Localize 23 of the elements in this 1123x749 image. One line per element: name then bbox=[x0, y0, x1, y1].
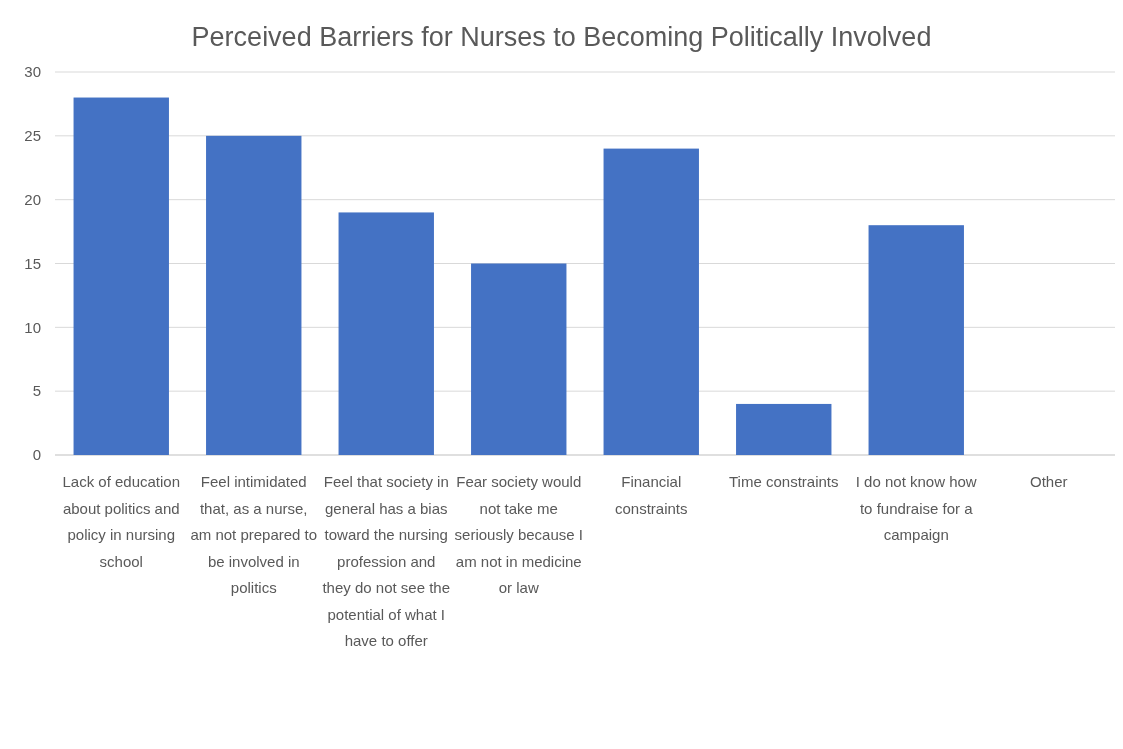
chart-title: Perceived Barriers for Nurses to Becoming Politically Involved bbox=[191, 22, 932, 52]
bar bbox=[73, 97, 169, 455]
bar bbox=[338, 212, 434, 455]
x-tick-label: I do not know how to fundraise for a campaign bbox=[855, 473, 977, 543]
x-tick-label: Time constraints bbox=[729, 473, 839, 490]
x-tick-label: Fear society would not take me seriously because I am not in medicine or law bbox=[454, 473, 583, 596]
y-tick-label: 30 bbox=[24, 63, 41, 81]
y-tick-label: 15 bbox=[24, 254, 41, 272]
x-tick-label: Lack of education about politics and policy in nursing school bbox=[62, 473, 181, 570]
y-tick-label: 10 bbox=[24, 318, 41, 336]
y-tick-label: 5 bbox=[32, 382, 41, 400]
y-tick-label: 20 bbox=[24, 190, 41, 208]
x-tick-label: Feel that society in general has a bias toward the nursing profession and they do not see the potential of what I have to offer bbox=[322, 473, 451, 649]
bar bbox=[206, 135, 302, 455]
bar bbox=[868, 225, 964, 455]
bar bbox=[471, 263, 567, 455]
bar bbox=[603, 148, 699, 455]
x-tick-label: Feel intimidated that, as a nurse, am not prepared to be involved in politics bbox=[190, 473, 318, 596]
x-tick-label: Other bbox=[1029, 473, 1068, 490]
x-tick-label: Financial constraints bbox=[614, 473, 688, 517]
y-tick-label: 0 bbox=[32, 446, 41, 464]
y-tick-label: 25 bbox=[24, 127, 41, 145]
bar bbox=[736, 403, 832, 455]
